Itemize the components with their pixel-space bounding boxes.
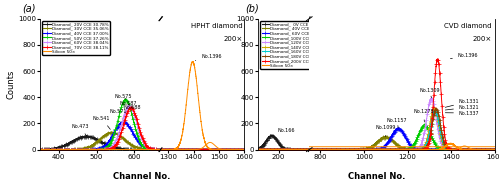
Text: No.1321: No.1321 xyxy=(446,105,480,110)
Text: Channel No.: Channel No. xyxy=(348,172,406,181)
Text: No.587: No.587 xyxy=(119,101,136,106)
Text: No.588: No.588 xyxy=(124,105,141,110)
Text: No.541: No.541 xyxy=(93,116,110,129)
Text: Channel No.: Channel No. xyxy=(114,172,171,181)
Text: HPHT diamond: HPHT diamond xyxy=(191,23,242,29)
Text: No.473: No.473 xyxy=(72,124,89,136)
Y-axis label: Counts: Counts xyxy=(6,69,15,99)
Text: CVD diamond: CVD diamond xyxy=(444,23,492,29)
Text: No.1157: No.1157 xyxy=(387,118,407,128)
Text: No.1331: No.1331 xyxy=(446,99,480,107)
Legend: Diamond_ 20V CCE 30.78%, Diamond_ 30V CCE 35.06%, Diamond_ 40V CCE 37.00%, Diamo: Diamond_ 20V CCE 30.78%, Diamond_ 30V CC… xyxy=(42,21,110,55)
Text: (b): (b) xyxy=(246,4,259,13)
Text: No.1309: No.1309 xyxy=(420,88,440,98)
Text: No.571: No.571 xyxy=(110,109,128,119)
Legend: Diamond_  0V CCE 10.76%, Diamond_ 40V CCE 71.22%, Diamond_ 60V CCE 77.57%, Diamo: Diamond_ 0V CCE 10.76%, Diamond_ 40V CCE… xyxy=(260,21,330,69)
Text: No.1396: No.1396 xyxy=(196,54,222,61)
Text: No.575: No.575 xyxy=(114,94,132,99)
Text: 200×: 200× xyxy=(224,36,242,42)
Text: No.166: No.166 xyxy=(272,128,295,135)
Text: No.1099: No.1099 xyxy=(376,125,396,137)
Text: 200×: 200× xyxy=(472,36,492,42)
Text: No.1337: No.1337 xyxy=(446,111,480,116)
Text: No.1396: No.1396 xyxy=(450,53,478,59)
Text: (a): (a) xyxy=(22,4,36,13)
Text: No.1278: No.1278 xyxy=(413,109,434,122)
